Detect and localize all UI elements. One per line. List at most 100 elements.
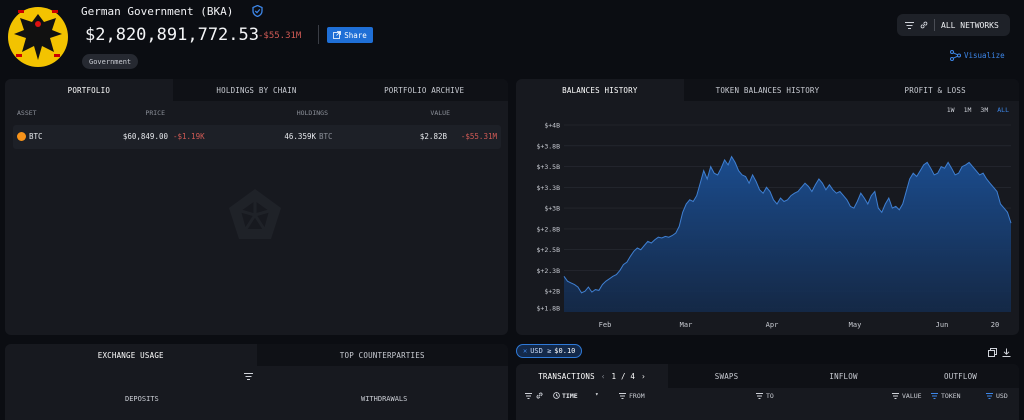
copy-icon[interactable] (988, 348, 997, 357)
tx-header: TIME ▾ FROM TO VALUE TOKEN USD (516, 388, 1019, 406)
tab-profit-loss[interactable]: PROFIT & LOSS (904, 85, 966, 95)
x-tick-label: Mar (680, 321, 693, 329)
y-tick-label: $+3.8B (537, 142, 561, 150)
chevron-right-icon[interactable]: › (641, 371, 646, 381)
exchange-filter-icon[interactable] (244, 373, 253, 380)
tab-swaps[interactable]: SWAPS (714, 371, 739, 381)
x-tick-label: Apr (766, 321, 779, 329)
col-token[interactable]: TOKEN (941, 392, 961, 400)
col-price[interactable]: PRICE (145, 109, 165, 117)
link-icon (920, 21, 928, 29)
y-tick-label: $+3.5B (537, 163, 561, 171)
tab-holdings-by-chain[interactable]: HOLDINGS BY CHAIN (216, 85, 297, 95)
visualize-link[interactable]: Visualize (950, 50, 1005, 61)
from-filter-icon[interactable] (619, 393, 626, 399)
exchange-tabs: EXCHANGE USAGE TOP COUNTERPARTIES (5, 344, 508, 366)
filter-icon (905, 21, 914, 29)
asset-holdings: 46.359K (284, 132, 316, 141)
x-tick-label: Jun (936, 321, 949, 329)
portfolio-panel: PORTFOLIO HOLDINGS BY CHAIN PORTFOLIO AR… (5, 79, 508, 335)
graph-icon (950, 50, 961, 61)
table-row[interactable]: BTC $60,849.00 -$1.19K 46.359K BTC $2.82… (13, 125, 501, 149)
col-value[interactable]: VALUE (902, 392, 922, 400)
transactions-panel: TRANSACTIONS ‹ 1 / 4 › SWAPS INFLOW OUTF… (516, 364, 1019, 420)
asset-value: $2.82B (419, 132, 447, 141)
share-label: Share (344, 30, 367, 40)
y-tick-label: $+4B (544, 122, 560, 130)
sort-desc-icon[interactable]: ▾ (595, 391, 599, 398)
balances-chart: $+1.8B $+2B $+2.3B $+2.5B $+2.8B $+3B $+3.3B $+… (537, 122, 1012, 329)
col-withdrawals: WITHDRAWALS (361, 395, 408, 403)
tab-portfolio-archive[interactable]: PORTFOLIO ARCHIVE (384, 85, 465, 95)
tab-token-balances-history[interactable]: TOKEN BALANCES HISTORY (715, 85, 820, 95)
x-tick-label: Feb (599, 321, 612, 329)
tab-outflow[interactable]: OUTFLOW (944, 371, 978, 381)
btc-icon (17, 132, 26, 141)
balance-change: -$55.31M (258, 31, 302, 41)
tab-transactions[interactable]: TRANSACTIONS ‹ 1 / 4 › (516, 364, 669, 388)
tab-inflow[interactable]: INFLOW (829, 371, 858, 381)
exchange-panel: EXCHANGE USAGE TOP COUNTERPARTIES DEPOSI… (5, 344, 508, 420)
balances-tabs: BALANCES HISTORY TOKEN BALANCES HISTORY … (516, 79, 1019, 101)
header-divider (318, 25, 319, 44)
usd-filter-icon[interactable] (986, 393, 993, 399)
token-filter-icon[interactable] (931, 393, 938, 399)
col-deposits: DEPOSITS (125, 395, 159, 403)
y-tick-label: $+2.5B (537, 246, 561, 254)
tab-top-counterparties[interactable]: TOP COUNTERPARTIES (339, 350, 425, 360)
y-tick-label: $+3.3B (537, 184, 561, 192)
y-tick-label: $+2B (544, 288, 560, 296)
asset-price: $60,849.00 (122, 132, 168, 141)
share-icon (333, 31, 342, 39)
asset-value-change: -$55.31M (460, 132, 497, 141)
tab-balances-history[interactable]: BALANCES HISTORY (516, 79, 684, 101)
col-time[interactable]: TIME (562, 392, 578, 400)
to-filter-icon[interactable] (756, 393, 763, 399)
share-button[interactable]: Share (327, 27, 373, 43)
tx-filter-icon[interactable] (525, 393, 532, 399)
tab-portfolio[interactable]: PORTFOLIO (5, 79, 173, 101)
y-tick-label: $+3B (544, 205, 560, 213)
usd-filter-chip[interactable]: ✕ USD ≥ $0.10 (516, 344, 583, 358)
close-icon[interactable]: ✕ (523, 347, 528, 355)
value-filter-icon[interactable] (892, 393, 899, 399)
entity-logo (6, 4, 70, 70)
range-1m[interactable]: 1M (963, 106, 972, 114)
asset-name: BTC (29, 132, 43, 141)
range-1w[interactable]: 1W (946, 106, 955, 114)
col-from[interactable]: FROM (629, 392, 645, 400)
range-all[interactable]: ALL (997, 106, 1009, 114)
col-holdings[interactable]: HOLDINGS (296, 109, 328, 117)
y-tick-label: $+2.8B (537, 225, 561, 233)
entity-name: German Government (BKA) (81, 5, 234, 18)
range-3m[interactable]: 3M (980, 106, 989, 114)
transactions-tabs: TRANSACTIONS ‹ 1 / 4 › SWAPS INFLOW OUTF… (516, 364, 1019, 388)
balance-line (563, 155, 1012, 294)
col-value[interactable]: VALUE (430, 109, 450, 117)
balance-area (564, 156, 1011, 312)
entity-tag[interactable]: Government (82, 54, 139, 69)
network-selector[interactable]: ALL NETWORKS (897, 14, 1010, 36)
usd-filter-value: $0.10 (554, 347, 576, 355)
network-selector-label: ALL NETWORKS (941, 20, 999, 30)
chevron-left-icon[interactable]: ‹ (600, 371, 606, 381)
clock-icon (553, 392, 560, 399)
x-tick-label: May (849, 321, 862, 329)
visualize-label: Visualize (964, 51, 1005, 60)
range-selector: 1W 1M 3M ALL (947, 106, 1009, 114)
tab-transactions-label: TRANSACTIONS (538, 371, 595, 381)
col-usd[interactable]: USD (996, 392, 1008, 400)
usd-filter-prefix: USD ≥ (530, 347, 552, 355)
col-to[interactable]: TO (766, 392, 774, 400)
col-asset[interactable]: ASSET (17, 109, 37, 117)
x-tick-label: 20 (991, 321, 999, 329)
page-indicator: 1 / 4 (611, 371, 636, 381)
balances-panel: BALANCES HISTORY TOKEN BALANCES HISTORY … (516, 79, 1019, 335)
tab-exchange-usage[interactable]: EXCHANGE USAGE (5, 344, 257, 366)
y-tick-label: $+1.8B (537, 304, 561, 312)
verified-icon (252, 5, 263, 17)
download-icon[interactable] (1002, 348, 1011, 357)
asset-holdings-unit: BTC (319, 132, 333, 141)
selector-divider (934, 19, 935, 31)
y-tick-label: $+2.3B (537, 267, 561, 275)
